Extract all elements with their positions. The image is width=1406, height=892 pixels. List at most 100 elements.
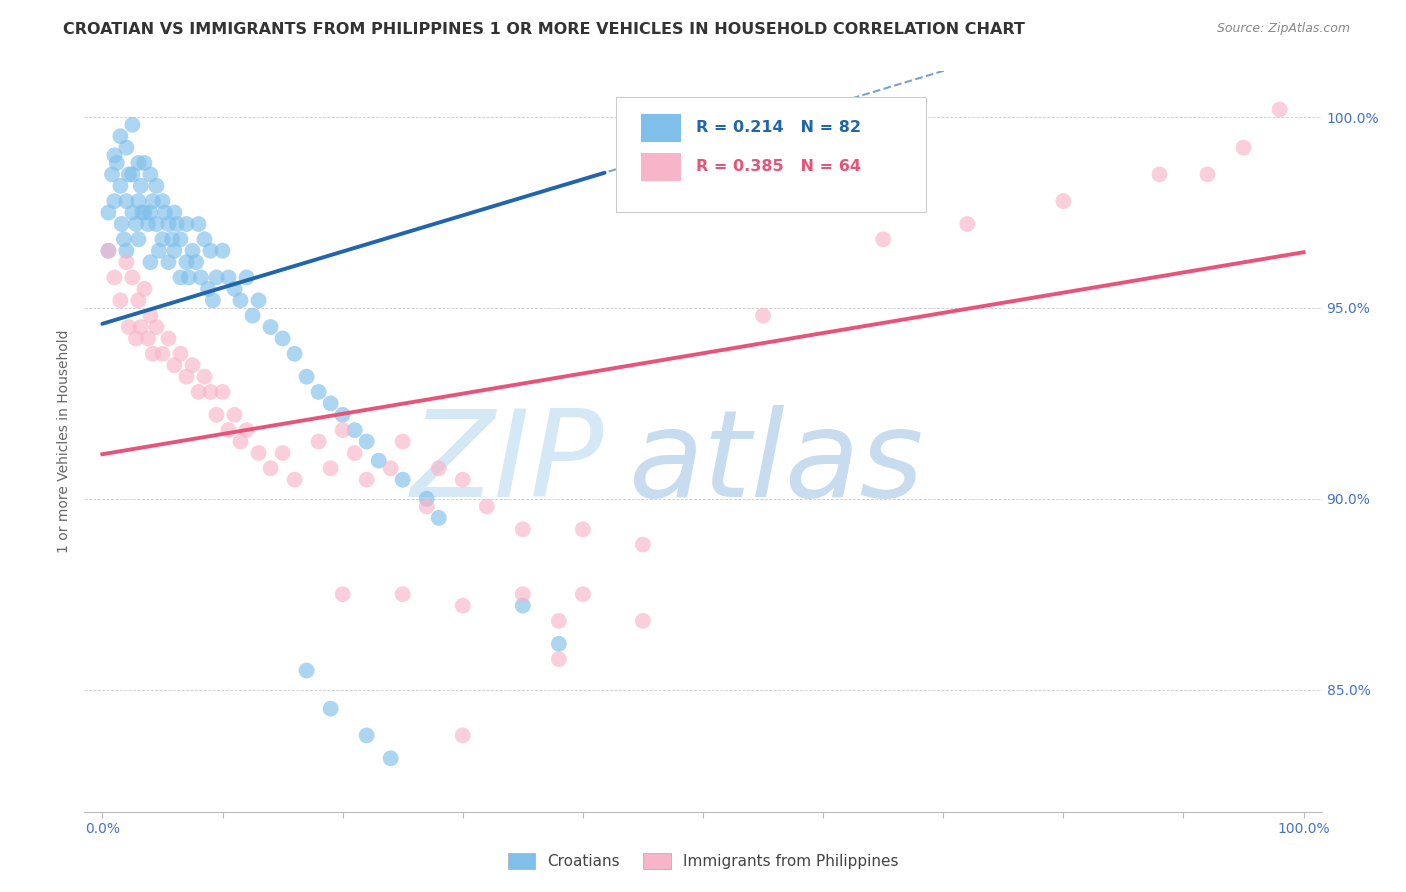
Bar [641,113,681,142]
Point [391,587,413,601]
Point [201,293,224,308]
Point [127,293,149,308]
Point [1052,194,1074,208]
Point [112,232,135,246]
Point [169,347,191,361]
Legend: Croatians, Immigrants from Philippines: Croatians, Immigrants from Philippines [502,847,904,875]
Point [110,129,132,144]
Point [163,205,186,219]
Point [200,384,222,399]
Point [139,205,162,219]
Point [139,168,162,182]
Point [308,384,330,399]
Point [166,217,188,231]
Point [451,728,474,742]
Point [118,168,141,182]
Point [157,217,180,231]
Point [134,282,156,296]
Point [148,244,170,258]
Point [103,270,125,285]
Point [247,446,270,460]
Point [205,270,228,285]
Point [105,156,128,170]
Point [115,244,138,258]
Point [284,347,307,361]
Point [115,141,138,155]
Point [319,701,342,715]
Point [187,384,209,399]
Point [271,446,294,460]
Point [1149,168,1171,182]
Point [190,270,212,285]
Point [319,396,342,410]
Point [153,205,176,219]
Point [163,358,186,372]
Bar [641,153,681,181]
Text: Source: ZipAtlas.com: Source: ZipAtlas.com [1216,22,1350,36]
Point [259,320,281,334]
Point [169,270,191,285]
Point [103,148,125,162]
Point [218,423,240,437]
Point [181,244,204,258]
Point [956,217,979,231]
Point [451,473,474,487]
Point [1197,168,1219,182]
Point [187,217,209,231]
Point [145,217,167,231]
Point [129,320,152,334]
Point [332,408,354,422]
Point [572,522,595,536]
Point [169,232,191,246]
Point [136,217,159,231]
Point [176,369,198,384]
Point [118,320,141,334]
Point [181,358,204,372]
Y-axis label: 1 or more Vehicles in Household: 1 or more Vehicles in Household [58,330,72,553]
Point [1268,103,1291,117]
Point [176,217,198,231]
Point [163,244,186,258]
Point [343,446,366,460]
Text: R = 0.385   N = 64: R = 0.385 N = 64 [696,160,860,174]
Point [319,461,342,475]
Point [193,369,215,384]
Point [129,178,152,193]
Point [127,156,149,170]
Point [259,461,281,475]
Point [139,309,162,323]
Point [176,255,198,269]
Point [631,614,654,628]
Point [152,194,174,208]
Point [125,331,148,345]
Point [157,331,180,345]
Point [121,118,143,132]
Point [343,423,366,437]
Point [308,434,330,449]
Point [218,270,240,285]
Point [136,331,159,345]
Point [872,232,894,246]
Point [110,178,132,193]
Point [160,232,183,246]
Point [356,728,378,742]
Point [547,652,569,666]
Point [475,500,498,514]
Point [103,194,125,208]
Text: R = 0.214   N = 82: R = 0.214 N = 82 [696,120,860,135]
Point [139,255,162,269]
Point [415,500,437,514]
Point [356,473,378,487]
Point [115,255,138,269]
Text: atlas: atlas [628,405,924,522]
Point [127,194,149,208]
Point [205,408,228,422]
Point [211,244,233,258]
Point [152,232,174,246]
Point [284,473,307,487]
Point [177,270,200,285]
Point [142,347,165,361]
Text: CROATIAN VS IMMIGRANTS FROM PHILIPPINES 1 OR MORE VEHICLES IN HOUSEHOLD CORRELAT: CROATIAN VS IMMIGRANTS FROM PHILIPPINES … [63,22,1025,37]
Point [380,751,402,765]
Point [427,511,450,525]
